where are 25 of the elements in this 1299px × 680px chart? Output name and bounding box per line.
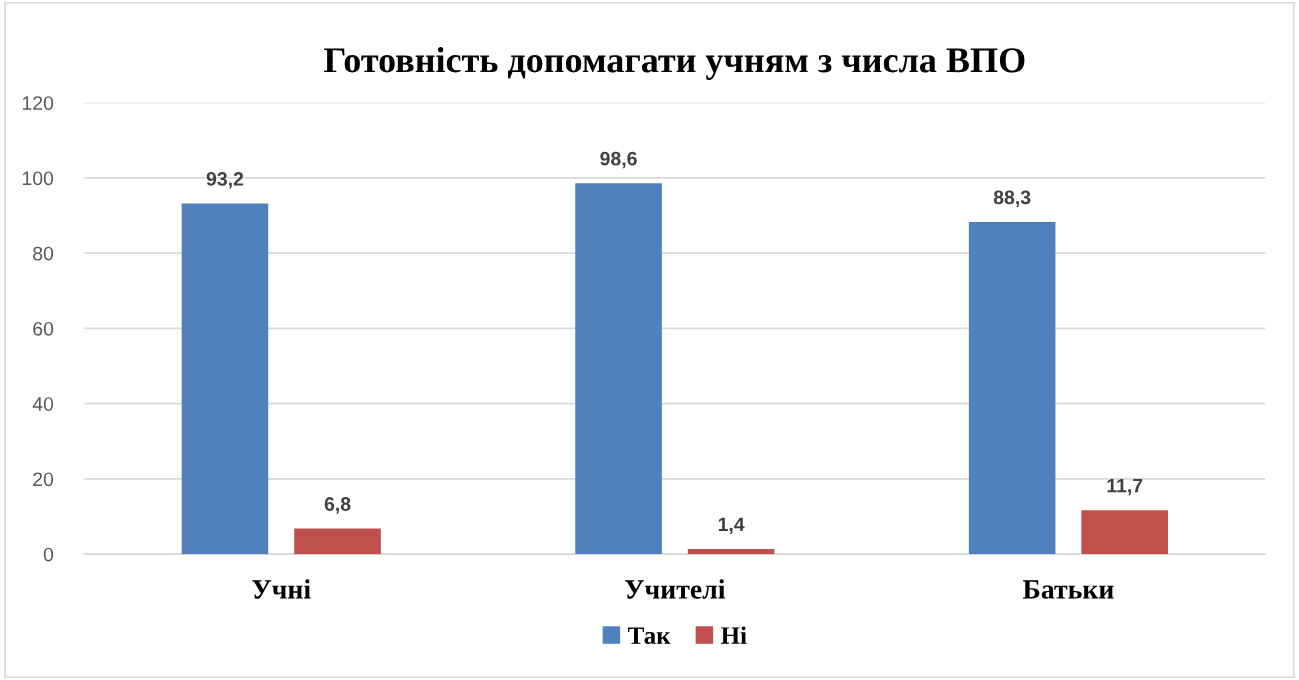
x-tick-label: Батьки	[1022, 580, 1114, 599]
y-tick-label: 120	[22, 96, 54, 110]
data-label: 1,4	[718, 517, 745, 535]
bar	[181, 203, 269, 555]
y-tick-label: 40	[32, 397, 54, 411]
data-label: 6,8	[324, 497, 351, 514]
y-tick-label: 80	[33, 246, 54, 261]
bar	[968, 221, 1056, 555]
data-label: 98,6	[600, 151, 637, 169]
bar	[294, 528, 381, 555]
y-tick-label: 0	[43, 547, 54, 562]
bar	[687, 548, 775, 555]
legend-label: Так	[628, 627, 671, 645]
x-tick-label: Учні	[252, 579, 311, 599]
y-tick-label: 100	[22, 171, 54, 186]
chart-title: Готовність допомагати учням з числа ВПО	[324, 47, 1025, 80]
data-label: 93,2	[206, 172, 244, 189]
data-label: 88,3	[993, 190, 1031, 208]
bar	[575, 183, 662, 555]
legend-label: Ні	[721, 626, 747, 644]
data-label: 11,7	[1107, 478, 1143, 496]
bar	[1081, 510, 1169, 555]
y-tick-label: 20	[33, 472, 54, 487]
x-tick-label: Учителі	[624, 579, 726, 599]
y-tick-label: 60	[33, 321, 54, 336]
